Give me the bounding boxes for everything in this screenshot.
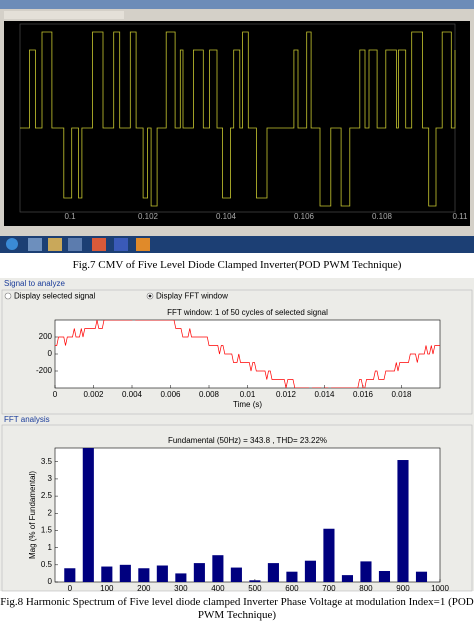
x-tick-label: 0.01 xyxy=(240,390,256,399)
x-tick-label: 100 xyxy=(100,584,114,593)
caption: Fig.7 CMV of Five Level Diode Clamped In… xyxy=(72,259,402,271)
x-tick-label: 0 xyxy=(68,584,73,593)
scope-tick-label: 0.104 xyxy=(216,212,237,221)
plot-area xyxy=(54,319,441,389)
x-tick-label: 400 xyxy=(211,584,225,593)
x-tick-label: 500 xyxy=(248,584,262,593)
x-tick-label: 800 xyxy=(359,584,373,593)
section-label: FFT analysis xyxy=(4,415,50,424)
x-tick-label: 0.008 xyxy=(199,390,220,399)
x-tick-label: 0.016 xyxy=(353,390,374,399)
scope-tick-label: 0.1 xyxy=(64,212,76,221)
bar xyxy=(119,564,131,582)
taskbar-icon[interactable] xyxy=(28,238,42,251)
bar xyxy=(138,568,150,582)
x-tick-label: 1000 xyxy=(431,584,449,593)
scope-tick-label: 0.102 xyxy=(138,212,159,221)
plot-content xyxy=(64,448,428,582)
bar xyxy=(249,580,261,582)
taskbar-icon[interactable] xyxy=(114,238,128,251)
title-bar xyxy=(0,0,474,9)
signal-panel xyxy=(1,289,473,415)
scope-tick-label: 0.11 xyxy=(453,212,469,221)
bar xyxy=(230,567,242,582)
y-tick-label: 0 xyxy=(48,349,53,358)
bar xyxy=(341,575,354,582)
bar xyxy=(286,571,298,582)
y-tick-label: 3.5 xyxy=(41,457,53,466)
bar xyxy=(304,560,316,582)
x-tick-label: 300 xyxy=(174,584,188,593)
radio-label: Display FFT window xyxy=(156,292,228,301)
y-tick-label: 1 xyxy=(48,543,53,552)
scope-tick-label: 0.106 xyxy=(294,212,315,221)
x-tick-label: 200 xyxy=(137,584,151,593)
bar xyxy=(397,460,409,582)
y-tick-label: 0.5 xyxy=(41,560,53,569)
scope-trace xyxy=(20,31,456,207)
y-tick-label: 200 xyxy=(39,332,53,341)
y-tick-label: 1.5 xyxy=(41,526,53,535)
bar xyxy=(378,571,391,582)
x-tick-label: 0 xyxy=(53,390,58,399)
taskbar-icon[interactable] xyxy=(92,238,106,251)
y-tick-label: 2.5 xyxy=(41,491,53,500)
bar xyxy=(360,561,372,582)
x-tick-label: 0.004 xyxy=(122,390,143,399)
plot-area xyxy=(54,447,441,583)
chart-title: Fundamental (50Hz) = 343.8 , THD= 23.22% xyxy=(168,436,327,445)
scope-screen xyxy=(4,21,470,226)
bar xyxy=(212,555,224,582)
radio-label: Display selected signal xyxy=(14,292,96,301)
caption: Fig.8 Harmonic Spectrum of Five level di… xyxy=(0,596,474,621)
bar xyxy=(267,563,279,582)
y-tick-label: 2 xyxy=(48,508,53,517)
chart-title: FFT window: 1 of 50 cycles of selected s… xyxy=(167,308,328,317)
y-tick-label: -200 xyxy=(36,366,53,375)
y-tick-label: 0 xyxy=(48,577,53,586)
x-tick-label: 0.012 xyxy=(276,390,297,399)
bar xyxy=(415,571,428,582)
bar xyxy=(101,566,113,582)
taskbar-icon[interactable] xyxy=(136,238,150,251)
signal-trace xyxy=(55,320,440,388)
radio-button[interactable] xyxy=(4,292,12,300)
bar xyxy=(156,565,168,582)
bar xyxy=(193,563,205,582)
taskbar-icon[interactable] xyxy=(68,238,82,251)
radio-dot xyxy=(148,294,152,298)
bar xyxy=(64,568,76,582)
bar xyxy=(175,573,187,582)
plot-content xyxy=(55,320,440,388)
scope-tick-label: 0.108 xyxy=(372,212,393,221)
fft-panel xyxy=(1,424,473,592)
section-label: Signal to analyze xyxy=(4,279,65,288)
x-tick-label: 0.002 xyxy=(83,390,104,399)
x-tick-label: 900 xyxy=(396,584,410,593)
bar xyxy=(323,528,335,582)
x-tick-label: 0.006 xyxy=(160,390,181,399)
y-tick-label: 3 xyxy=(48,474,53,483)
start-button[interactable] xyxy=(6,238,18,250)
x-tick-label: 0.014 xyxy=(314,390,335,399)
x-axis-label: Time (s) xyxy=(233,400,262,409)
x-tick-label: 700 xyxy=(322,584,336,593)
x-tick-label: 600 xyxy=(285,584,299,593)
toolbar xyxy=(4,11,124,19)
y-axis-label: Mag (% of Fundamental) xyxy=(28,471,37,559)
taskbar-icon[interactable] xyxy=(48,238,62,251)
bar xyxy=(82,448,94,582)
x-tick-label: 0.018 xyxy=(391,390,412,399)
